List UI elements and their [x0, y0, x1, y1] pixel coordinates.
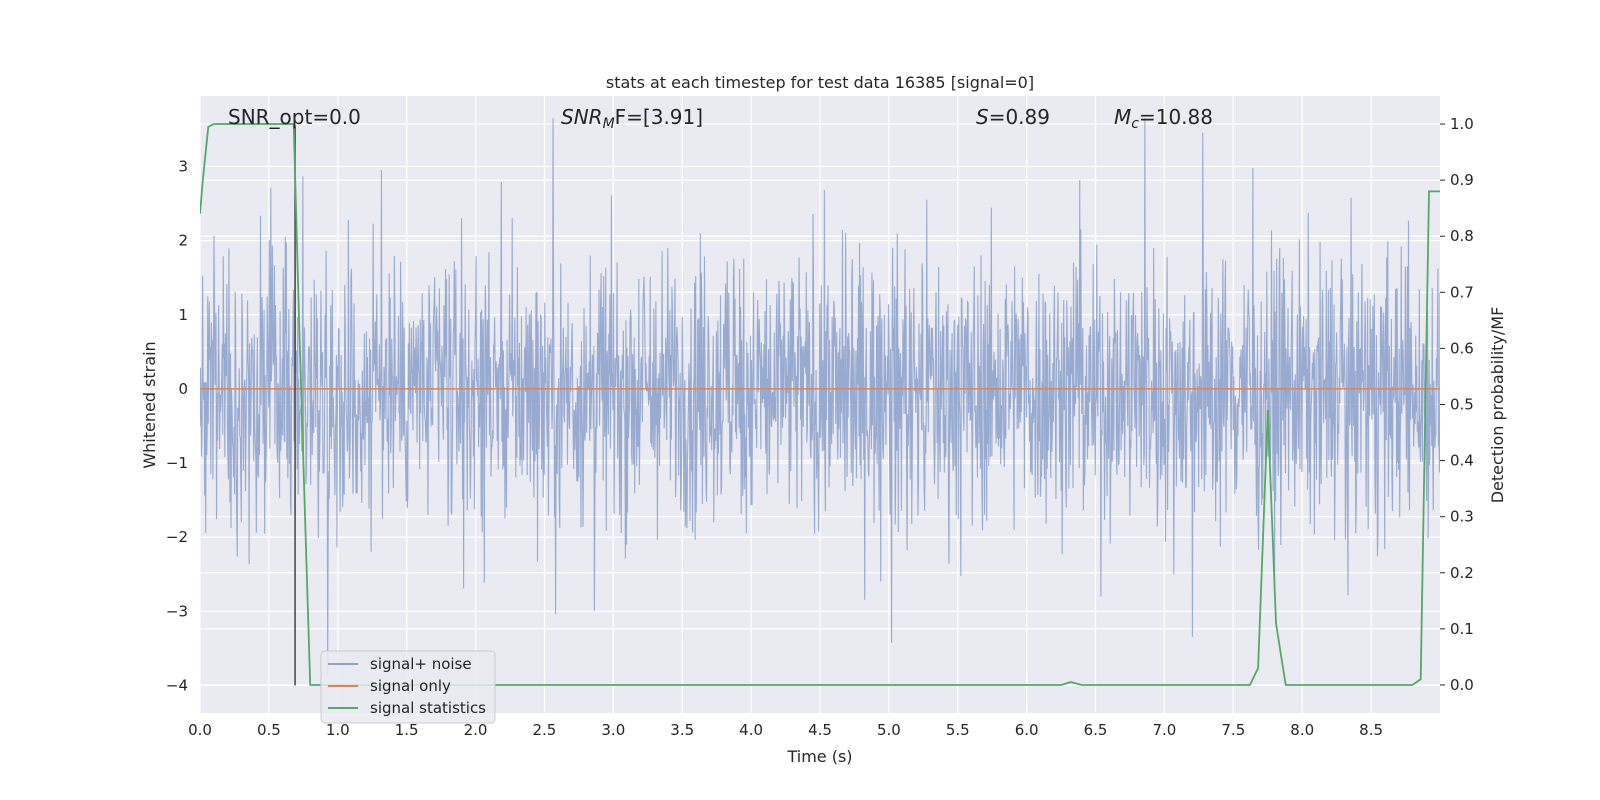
x-tick-label: 1.0	[326, 721, 350, 739]
left-y-tick-label: 1	[178, 306, 188, 324]
legend-box	[320, 650, 496, 724]
right-y-tick-label: 0.5	[1450, 396, 1474, 414]
x-axis-label: Time (s)	[786, 747, 852, 766]
right-y-tick-label: 0.6	[1450, 339, 1474, 357]
right-y-tick-label: 0.2	[1450, 564, 1474, 582]
x-tick-label: 4.5	[808, 721, 832, 739]
x-tick-label: 2.5	[533, 721, 557, 739]
left-y-tick-label: 2	[178, 232, 188, 250]
legend-label-signal-only: signal only	[370, 677, 451, 695]
x-tick-label: 0.5	[257, 721, 281, 739]
annotation-snr-opt: SNR_opt=0.0	[228, 105, 361, 129]
left-y-tick-label: 0	[178, 380, 188, 398]
annotation-snr-mf: SNRMF=[3.91]	[561, 105, 703, 132]
right-y-tick-label: 1.0	[1450, 115, 1474, 133]
annotation-mc: Mc=10.88	[1114, 105, 1213, 132]
right-y-tick-label: 0.4	[1450, 452, 1474, 470]
left-y-tick-label: −3	[166, 602, 188, 620]
signal-noise-trace	[200, 118, 1440, 676]
right-y-axis-ticks: 1.0 0.9 0.8 0.7 0.6 0.5 0.4 0.3 0.2 0.1 0.0	[1440, 115, 1474, 694]
right-y-tick-label: 0.8	[1450, 227, 1474, 245]
right-y-tick-label: 0.3	[1450, 508, 1474, 526]
x-tick-label: 6.0	[1015, 721, 1039, 739]
right-y-tick-label: 0.0	[1450, 676, 1474, 694]
x-tick-label: 1.5	[395, 721, 419, 739]
right-y-axis-label: Detection probability/MF	[1488, 307, 1507, 504]
left-y-axis-ticks: 3 2 1 0 −1 −2 −3 −4	[166, 157, 188, 694]
x-tick-label: 7.5	[1221, 721, 1245, 739]
annotation-s: S=0.89	[976, 105, 1050, 129]
left-y-axis-label: Whitened strain	[140, 341, 159, 468]
left-y-tick-label: 3	[178, 157, 188, 175]
legend: signal+ noise signal only signal statist…	[320, 650, 496, 724]
chart-title: stats at each timestep for test data 163…	[606, 73, 1034, 92]
x-tick-label: 6.5	[1084, 721, 1108, 739]
right-y-tick-label: 0.1	[1450, 620, 1474, 638]
legend-label-signal-noise: signal+ noise	[370, 655, 472, 673]
x-tick-label: 0.0	[188, 721, 212, 739]
left-y-tick-label: −2	[166, 528, 188, 546]
right-y-tick-label: 0.9	[1450, 171, 1474, 189]
x-tick-label: 5.0	[877, 721, 901, 739]
legend-label-signal-statistics: signal statistics	[370, 699, 486, 717]
right-y-tick-label: 0.7	[1450, 283, 1474, 301]
left-y-tick-label: −4	[166, 677, 188, 695]
x-tick-label: 8.0	[1290, 721, 1314, 739]
x-tick-label: 3.5	[670, 721, 694, 739]
x-tick-label: 7.0	[1153, 721, 1177, 739]
x-tick-label: 8.5	[1359, 721, 1383, 739]
x-tick-label: 5.5	[946, 721, 970, 739]
left-y-tick-label: −1	[166, 454, 188, 472]
x-axis-ticks: 0.0 0.5 1.0 1.5 2.0 2.5 3.0 3.5 4.0 4.5 5.0 5.5 6.0 6…	[188, 721, 1383, 739]
x-tick-label: 2.0	[464, 721, 488, 739]
series-signal-noise	[200, 118, 1440, 676]
x-tick-label: 4.0	[739, 721, 763, 739]
series-signal-statistics	[200, 123, 1440, 686]
x-tick-label: 3.0	[601, 721, 625, 739]
